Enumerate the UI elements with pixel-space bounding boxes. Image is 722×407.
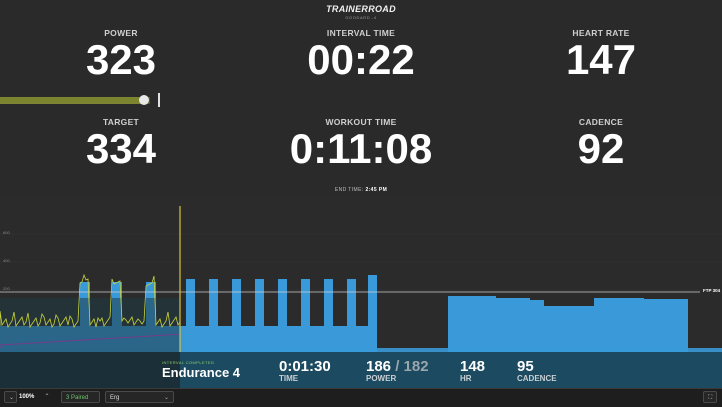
interval-block: [368, 275, 377, 352]
zoom-level: 100%: [19, 394, 35, 400]
end-time-value: 2:45 PM: [365, 187, 388, 193]
interval-block: [301, 279, 310, 352]
interval-block: [496, 298, 530, 352]
interval-power-stat: 186 / 182 POWER: [366, 358, 429, 383]
cadence-value: 92: [577, 125, 625, 172]
cadence-metric: CADENCE 92: [501, 117, 701, 171]
end-time: END TIME: 2:45 PM: [0, 187, 722, 193]
workout-time-label: WORKOUT TIME: [325, 117, 397, 127]
target-label: TARGET: [102, 117, 140, 127]
zoom-in-button[interactable]: ⌃: [44, 394, 50, 400]
interval-hr-stat-value: 148: [460, 358, 486, 375]
end-time-label: END TIME:: [334, 187, 364, 193]
heart-rate-metric: HEART RATE 147: [501, 28, 701, 82]
interval-block: [255, 279, 264, 352]
interval-block: [209, 279, 218, 352]
interval-cadence-stat: 95 CADENCE: [517, 358, 557, 383]
mode-select[interactable]: Erg ⌄: [105, 391, 174, 403]
power-bar: [0, 93, 160, 107]
power-bar-target-tick: [158, 93, 160, 107]
interval-hr-stat: 148 HR: [460, 358, 485, 383]
power-value: 323: [85, 36, 157, 83]
interval-hr-stat-label: HR: [460, 374, 472, 383]
brand-logo: TRAINERROAD: [326, 4, 396, 14]
interval-status-label: INTERVAL COMPLETED: [162, 360, 215, 365]
workout-time-metric: WORKOUT TIME 0:11:08: [261, 117, 461, 171]
paired-devices-label: 3 Paired: [66, 395, 89, 401]
interval-time-stat-value: 0:01:30: [279, 358, 331, 375]
chevron-down-icon: ⌄: [163, 395, 169, 401]
target-value: 334: [85, 125, 157, 172]
paired-devices-button[interactable]: 3 Paired: [61, 391, 100, 403]
interval-time-value: 00:22: [307, 36, 415, 83]
power-trace-line: [0, 273, 181, 329]
interval-info-bar: [0, 352, 722, 388]
interval-block: [644, 299, 688, 352]
target-metric: TARGET 334: [21, 117, 221, 171]
interval-power-separator: /: [395, 358, 400, 375]
ftp-label: FTP 304: [703, 288, 721, 293]
interval-block: [594, 298, 644, 352]
completed-overlay: [0, 298, 180, 358]
interval-power-stat-label: POWER: [366, 374, 397, 383]
graph-baseline-band: [0, 348, 722, 352]
ftp-label-bg: [700, 287, 722, 294]
interval-power-actual: 186: [366, 358, 392, 375]
workout-graph-svg: 600 400 200 FTP 304: [0, 198, 722, 358]
interval-block: [324, 279, 333, 352]
interval-block: [448, 296, 496, 352]
y-tick-600: 600: [3, 230, 10, 235]
y-tick-400: 400: [3, 258, 10, 263]
power-label: POWER: [104, 28, 138, 38]
power-metric: POWER 323: [21, 28, 221, 82]
interval-time-stat: 0:01:30 TIME: [279, 358, 331, 383]
interval-block: [544, 306, 594, 352]
heart-rate-trace-line: [0, 333, 181, 348]
interval-block: [186, 279, 195, 352]
interval-time-stat-label: TIME: [279, 374, 299, 383]
workout-name: GOODARD -4: [345, 15, 377, 20]
interval-power-target: 182: [403, 358, 429, 375]
heart-rate-label: HEART RATE: [572, 28, 630, 38]
workout-graph[interactable]: 600 400 200 FTP 304 ≡ Start: [0, 198, 722, 402]
interval-time-label: INTERVAL TIME: [326, 28, 396, 38]
interval-block: [278, 279, 287, 352]
interval-cadence-stat-value: 95: [517, 358, 534, 375]
interval-block: [530, 300, 544, 352]
interval-power-stat-value: 186 / 182: [366, 358, 429, 375]
interval-cadence-stat-label: CADENCE: [517, 374, 557, 383]
cadence-label: CADENCE: [578, 117, 624, 127]
interval-time-metric: INTERVAL TIME 00:22: [261, 28, 461, 82]
interval-info-completed-section: [0, 352, 180, 388]
mode-select-value: Erg: [110, 395, 120, 401]
fullscreen-icon[interactable]: ⛶: [703, 391, 717, 403]
power-bar-knob: [139, 95, 150, 105]
heart-rate-value: 147: [565, 36, 637, 83]
workout-time-value: 0:11:08: [289, 125, 433, 172]
bottom-toolbar: [0, 388, 722, 407]
interval-block: [347, 279, 356, 352]
zoom-out-button[interactable]: ⌄: [4, 391, 17, 403]
power-bar-fill: [0, 97, 146, 104]
interval-name: Endurance 4: [162, 365, 241, 380]
interval-block: [232, 279, 241, 352]
y-tick-200: 200: [3, 286, 10, 291]
